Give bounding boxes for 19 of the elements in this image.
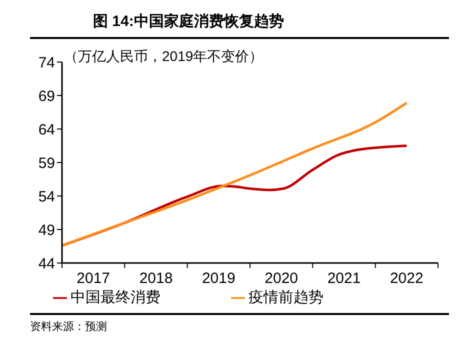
- y-tick-label: 49: [38, 222, 55, 239]
- y-tick-label: 74: [38, 54, 55, 72]
- y-tick-label: 54: [38, 188, 55, 206]
- legend-label: 疫情前趋势: [248, 289, 324, 306]
- chart-title: 图 14:中国家庭消费恢复趋势: [93, 12, 284, 31]
- y-tick-label: 64: [38, 121, 55, 138]
- x-tick-label: 2018: [139, 270, 173, 287]
- x-tick-label: 2017: [76, 270, 110, 287]
- y-axis-title: （万亿人民币，2019年不变价）: [64, 48, 264, 66]
- y-tick-label: 59: [38, 154, 55, 172]
- text: 资料来源：预测: [30, 320, 107, 334]
- y-tick-label: 44: [38, 255, 55, 272]
- legend-label: 中国最终消费: [70, 289, 160, 306]
- line-series: [62, 102, 408, 247]
- y-tick-label: 69: [38, 88, 55, 105]
- x-tick-label: 2022: [390, 270, 424, 287]
- x-tick-label: 2019: [202, 270, 236, 287]
- x-tick-label: 2020: [264, 270, 298, 287]
- x-tick-label: 2021: [327, 270, 361, 287]
